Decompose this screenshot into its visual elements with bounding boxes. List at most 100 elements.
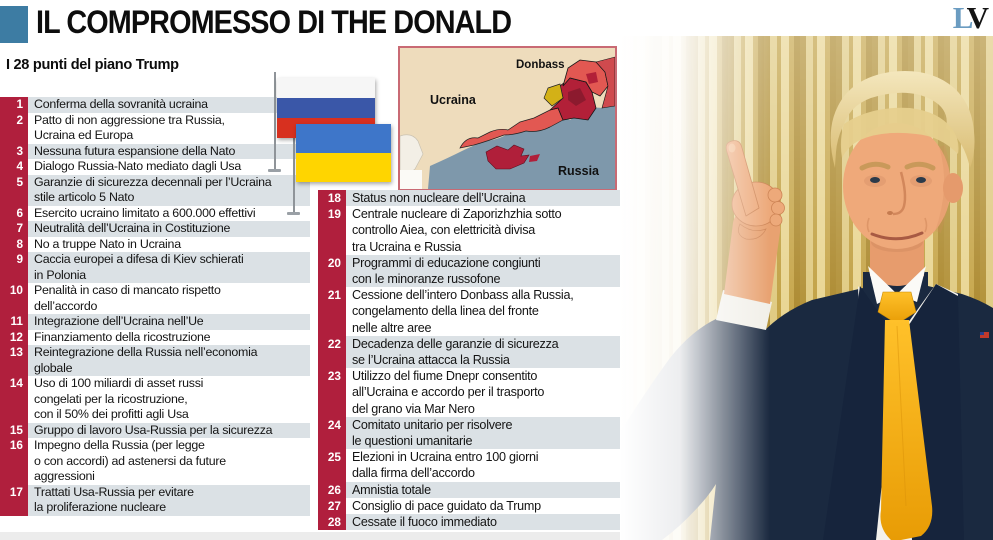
plan-item-number: 10 <box>0 283 28 314</box>
plan-item-8: 8 No a truppe Nato in Ucraina <box>0 236 310 252</box>
plan-item-number: 19 <box>318 206 346 255</box>
plan-item-text: Elezioni in Ucraina entro 100 giorni dal… <box>346 449 620 482</box>
plan-item-number: 22 <box>318 335 346 369</box>
plan-item-27: 27 Consiglio di pace guidato da Trump <box>318 497 620 515</box>
plan-item-text: Centrale nucleare di Zaporizhzhia sotto … <box>346 206 620 255</box>
plan-item-text: Neutralità dell’Ucraina in Costituzione <box>28 221 310 237</box>
ukraine-flagpole <box>293 118 295 214</box>
plan-item-16: 16 Impegno della Russia (per legge o con … <box>0 438 310 485</box>
trump-photo-illustration <box>620 36 993 540</box>
plan-item-number: 18 <box>318 190 346 207</box>
plan-item-number: 11 <box>0 314 28 330</box>
ukraine-flag <box>296 124 391 182</box>
russia-flagpole-base <box>268 169 281 172</box>
plan-item-number: 21 <box>318 287 346 336</box>
map-crimea-east <box>529 154 540 162</box>
map-russia-border-area <box>595 56 615 109</box>
plan-item-11: 11 Integrazione dell’Ucraina nell’Ue <box>0 314 310 330</box>
page-title: IL COMPROMESSO DI THE DONALD <box>36 4 512 40</box>
title-accent-square <box>0 6 28 43</box>
ukraine-flag-yellow-stripe <box>296 153 391 182</box>
plan-item-number: 27 <box>318 497 346 515</box>
plan-item-1: 1 Conferma della sovranità ucraina <box>0 97 310 113</box>
plan-item-25: 25 Elezioni in Ucraina entro 100 giorni d… <box>318 449 620 482</box>
plan-item-number: 13 <box>0 345 28 376</box>
map-crimea <box>485 144 530 170</box>
logo-letter-l: L <box>952 0 971 35</box>
flag-pin-icon <box>980 332 989 338</box>
plan-item-9: 9 Caccia europei a difesa di Kiev schiera… <box>0 252 310 283</box>
plan-item-number: 26 <box>318 481 346 498</box>
plan-item-12: 12 Finanziamento della ricostruzione <box>0 329 310 345</box>
plan-item-13: 13 Reintegrazione della Russia nell’econo… <box>0 345 310 376</box>
plan-item-20: 20 Programmi di educazione congiunti con … <box>318 254 620 288</box>
plan-item-number: 5 <box>0 174 28 206</box>
map-luhansk-inner <box>586 72 598 84</box>
plan-item-text: Reintegrazione della Russia nell’economi… <box>28 345 310 376</box>
plan-item-22: 22 Decadenza delle garanzie di sicurezza … <box>318 335 620 369</box>
plan-item-14: 14 Uso di 100 miliardi di asset russi con… <box>0 376 310 423</box>
plan-item-text: Programmi di educazione congiunti con le… <box>346 254 620 288</box>
map-west-corner <box>400 170 422 189</box>
plan-item-15: 15 Gruppo di lavoro Usa-Russia per la sic… <box>0 422 310 438</box>
plan-item-text: Impegno della Russia (per legge o con ac… <box>28 438 310 485</box>
plan-item-text: Uso di 100 miliardi di asset russi conge… <box>28 376 310 423</box>
plan-item-number: 16 <box>0 438 28 485</box>
logo-letter-v: V <box>966 0 989 35</box>
plan-item-number: 6 <box>0 205 28 221</box>
plan-item-text: Decadenza delle garanzie di sicurezza se… <box>346 335 620 369</box>
plan-item-3: 3 Nessuna futura espansione della Nato <box>0 143 310 159</box>
plan-item-text: Status non nucleare dell’Ucraina <box>346 190 620 207</box>
plan-item-number: 9 <box>0 252 28 283</box>
ukraine-flagpole-base <box>287 212 300 215</box>
page-subtitle: I 28 punti del piano Trump <box>6 56 179 73</box>
plan-item-text: No a truppe Nato in Ucraina <box>28 236 310 252</box>
plan-item-text: Amnistia totale <box>346 481 620 498</box>
bottom-edge-strip <box>0 532 620 540</box>
plan-item-text: Finanziamento della ricostruzione <box>28 329 310 345</box>
plan-item-number: 15 <box>0 422 28 438</box>
plan-item-text: Cessione dell’intero Donbass alla Russia… <box>346 287 620 336</box>
map-south-oblasts <box>459 107 564 149</box>
plan-item-5: 5 Garanzie di sicurezza decennali per l’U… <box>0 174 310 206</box>
plan-item-number: 28 <box>318 514 346 531</box>
plan-item-text: Cessate il fuoco immediato <box>346 514 620 531</box>
map-sea <box>428 105 615 189</box>
photo-left-fade <box>620 36 770 540</box>
map-donetsk-inner <box>568 88 586 106</box>
plan-item-number: 25 <box>318 449 346 482</box>
plan-item-number: 12 <box>0 329 28 345</box>
plan-item-text: Trattati Usa-Russia per evitare la proli… <box>28 484 310 516</box>
plan-item-number: 3 <box>0 143 28 159</box>
plan-item-28: 28 Cessate il fuoco immediato <box>318 514 620 531</box>
plan-list-right: 18 Status non nucleare dell’Ucraina 19 Cent… <box>318 190 620 531</box>
plan-item-number: 23 <box>318 368 346 417</box>
plan-item-19: 19 Centrale nucleare di Zaporizhzhia sott… <box>318 206 620 255</box>
plan-item-2: 2 Patto di non aggressione tra Russia, Uc… <box>0 112 310 144</box>
plan-item-text: Conferma della sovranità ucraina <box>28 97 310 113</box>
plan-item-21: 21 Cessione dell’intero Donbass alla Russ… <box>318 287 620 336</box>
plan-item-text: Gruppo di lavoro Usa-Russia per la sicur… <box>28 422 310 438</box>
plan-item-number: 8 <box>0 236 28 252</box>
plan-item-text: Garanzie di sicurezza decennali per l’Uc… <box>28 174 310 206</box>
russia-flag-white-stripe <box>277 78 375 98</box>
plan-item-18: 18 Status non nucleare dell’Ucraina <box>318 190 620 207</box>
plan-item-text: Integrazione dell’Ucraina nell’Ue <box>28 314 310 330</box>
ukraine-map: Ucraina Donbass Russia <box>398 46 617 191</box>
plan-item-text: Consiglio di pace guidato da Trump <box>346 497 620 515</box>
plan-item-number: 14 <box>0 376 28 423</box>
plan-item-text: Patto di non aggressione tra Russia, Ucr… <box>28 112 310 144</box>
russia-flag-blue-stripe <box>277 98 375 118</box>
plan-item-text: Dialogo Russia-Nato mediato dagli Usa <box>28 159 310 175</box>
plan-item-text: Caccia europei a difesa di Kiev schierat… <box>28 252 310 283</box>
plan-item-text: Penalità in caso di mancato rispetto del… <box>28 283 310 314</box>
plan-list-left: 1 Conferma della sovranità ucraina 2 Patto … <box>0 97 310 516</box>
plan-item-number: 17 <box>0 484 28 516</box>
plan-item-7: 7 Neutralità dell’Ucraina in Costituzione <box>0 221 310 237</box>
map-label-donbass: Donbass <box>516 59 565 71</box>
map-label-russia: Russia <box>558 164 600 178</box>
newspaper-logo: LV <box>952 0 989 35</box>
plan-item-number: 7 <box>0 221 28 237</box>
plan-item-10: 10 Penalità in caso di mancato rispetto d… <box>0 283 310 314</box>
